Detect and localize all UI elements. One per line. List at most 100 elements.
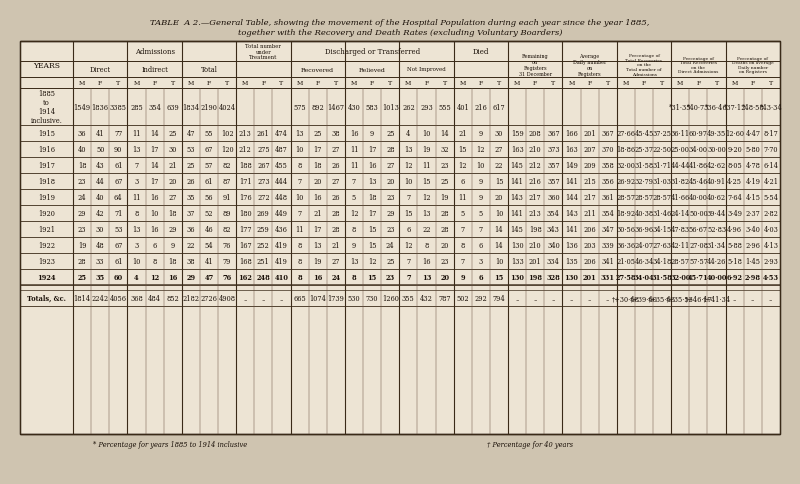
Text: 45·71: 45·71: [688, 273, 709, 281]
Text: 38: 38: [186, 257, 195, 265]
Text: F: F: [424, 81, 429, 86]
Text: 6: 6: [478, 242, 483, 249]
Text: 665: 665: [294, 294, 306, 302]
Text: 15: 15: [494, 178, 503, 186]
Text: 7: 7: [298, 210, 302, 217]
Text: 1921: 1921: [38, 226, 55, 233]
Text: 57·57: 57·57: [689, 257, 708, 265]
Text: 17: 17: [150, 178, 158, 186]
Text: 13: 13: [422, 273, 431, 281]
Text: 20: 20: [440, 273, 449, 281]
Text: 47: 47: [204, 273, 214, 281]
Text: F: F: [262, 81, 266, 86]
Text: 5·18: 5·18: [727, 257, 742, 265]
Text: 11: 11: [422, 162, 430, 170]
Text: 419: 419: [275, 257, 288, 265]
Text: 9: 9: [478, 194, 483, 201]
Text: 22: 22: [186, 242, 195, 249]
Text: 28·57: 28·57: [653, 194, 672, 201]
Text: 67: 67: [114, 178, 122, 186]
Text: 34·04: 34·04: [634, 273, 654, 281]
Text: 55: 55: [205, 130, 214, 138]
Text: 31·58: 31·58: [634, 162, 654, 170]
Text: 6: 6: [478, 273, 483, 281]
Text: T: T: [497, 81, 501, 86]
Text: Not Improved: Not Improved: [407, 67, 446, 72]
Text: T: T: [660, 81, 664, 86]
Text: 130: 130: [510, 273, 524, 281]
Text: 1922: 1922: [38, 242, 55, 249]
Text: 444: 444: [275, 178, 288, 186]
Text: 40·00: 40·00: [706, 273, 726, 281]
Text: 7: 7: [406, 257, 410, 265]
Text: 79: 79: [223, 257, 231, 265]
Text: 67: 67: [205, 146, 213, 154]
Text: 16: 16: [150, 194, 159, 201]
Text: 30: 30: [96, 226, 104, 233]
Text: M: M: [297, 81, 302, 86]
Text: 211: 211: [583, 210, 596, 217]
Text: 25·37: 25·37: [634, 146, 654, 154]
Text: 217: 217: [529, 194, 542, 201]
Text: 12: 12: [350, 210, 358, 217]
Text: 7: 7: [134, 162, 138, 170]
Text: 26·92: 26·92: [616, 178, 635, 186]
Text: 143: 143: [565, 210, 578, 217]
Text: ..: ..: [587, 294, 592, 302]
Text: 163: 163: [510, 146, 523, 154]
Text: 47: 47: [186, 130, 195, 138]
Text: T: T: [714, 81, 718, 86]
Text: 7·64: 7·64: [727, 194, 742, 201]
Text: 2·93: 2·93: [763, 257, 778, 265]
Text: 130: 130: [565, 273, 578, 281]
Text: 44·26: 44·26: [707, 257, 726, 265]
Text: †+39·40: †+39·40: [630, 294, 658, 302]
Text: 6·14: 6·14: [763, 162, 778, 170]
Text: 5: 5: [478, 210, 483, 217]
Text: 1915: 1915: [38, 130, 55, 138]
Text: 5: 5: [461, 210, 465, 217]
Text: 27·63: 27·63: [653, 242, 672, 249]
Text: M: M: [731, 81, 738, 86]
Text: 32: 32: [440, 146, 449, 154]
Text: ..: ..: [570, 294, 574, 302]
Text: 57: 57: [205, 162, 213, 170]
Text: 12: 12: [368, 257, 376, 265]
Text: Totals, &c.: Totals, &c.: [27, 294, 66, 302]
Text: ..: ..: [551, 294, 555, 302]
Text: 40·38: 40·38: [634, 210, 654, 217]
Text: 41·86: 41·86: [689, 162, 708, 170]
Text: 42·62: 42·62: [707, 162, 726, 170]
Text: 61: 61: [114, 162, 122, 170]
Text: 8: 8: [298, 242, 302, 249]
Text: 5·54: 5·54: [763, 194, 778, 201]
Text: 347: 347: [602, 226, 614, 233]
Text: 4: 4: [134, 273, 138, 281]
Text: 4·96: 4·96: [727, 226, 742, 233]
Text: 343: 343: [547, 226, 560, 233]
Text: 13: 13: [368, 178, 376, 186]
Text: 617: 617: [493, 103, 506, 111]
Text: 275: 275: [257, 146, 270, 154]
Text: 328: 328: [546, 273, 560, 281]
Text: 10: 10: [495, 257, 503, 265]
Text: 9: 9: [352, 242, 356, 249]
Text: 201: 201: [583, 130, 596, 138]
Text: Direct: Direct: [90, 66, 110, 74]
Text: *40·73: *40·73: [687, 103, 710, 111]
Text: 177: 177: [239, 226, 251, 233]
Text: 102: 102: [221, 130, 234, 138]
Text: 8: 8: [298, 273, 302, 281]
Text: 356: 356: [602, 178, 614, 186]
Text: 11: 11: [350, 146, 358, 154]
Text: 357: 357: [547, 162, 560, 170]
Text: 21: 21: [332, 242, 340, 249]
Text: 730: 730: [366, 294, 378, 302]
Text: together with the Recovery and Death Rates (excluding Voluntary Boarders): together with the Recovery and Death Rat…: [238, 29, 562, 37]
Text: Percentage of
Total Recoveries
on the
Direct Admissions: Percentage of Total Recoveries on the Di…: [678, 57, 718, 74]
Text: Died: Died: [473, 48, 489, 56]
Text: 144: 144: [565, 194, 578, 201]
Text: 285: 285: [130, 103, 143, 111]
Text: 29: 29: [386, 210, 394, 217]
Text: 2·98: 2·98: [745, 273, 761, 281]
